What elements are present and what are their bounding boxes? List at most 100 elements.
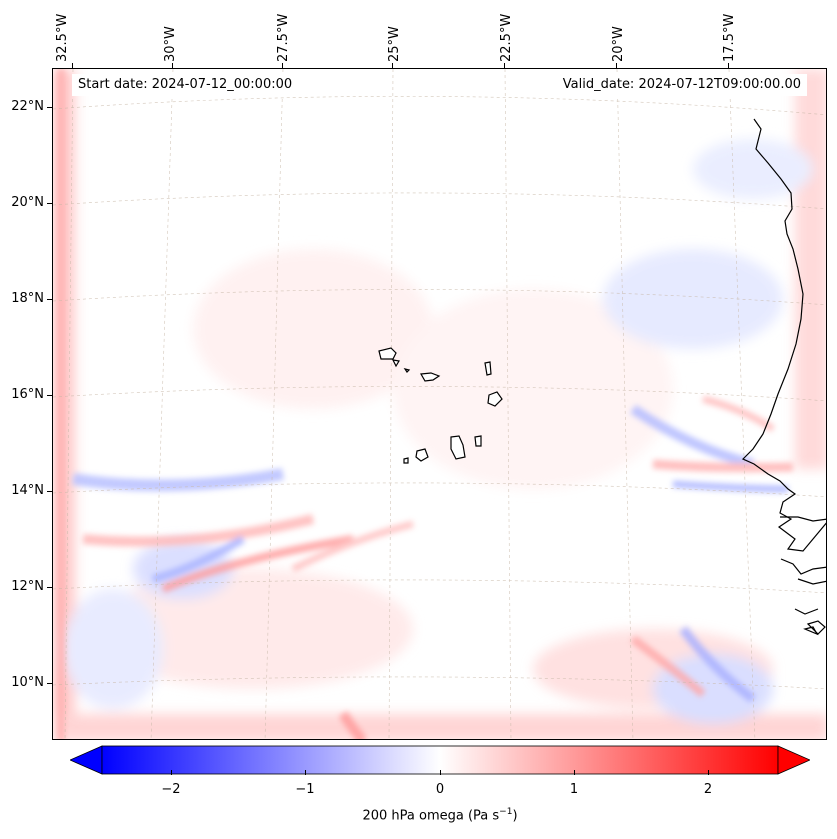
omega-blue-streak bbox=[152, 535, 246, 583]
lon-label: 20°W bbox=[611, 26, 626, 62]
lon-label: 30°W bbox=[163, 26, 178, 62]
graticule bbox=[53, 69, 826, 739]
gridline-16n bbox=[53, 386, 826, 402]
colorbar-tick bbox=[171, 770, 172, 775]
island-maio bbox=[474, 435, 482, 447]
omega-right-edge-band bbox=[795, 69, 826, 469]
colorbar-tick-label: −2 bbox=[161, 782, 181, 797]
gridline-12n bbox=[53, 579, 826, 594]
lon-tick bbox=[392, 63, 393, 68]
colorbar-label: 200 hPa omega (Pa s−1) bbox=[0, 807, 837, 823]
gridline-25w bbox=[388, 69, 394, 739]
colorbar-tick-label: 0 bbox=[435, 782, 445, 797]
omega-blue-streak bbox=[630, 404, 755, 469]
bijagos-outline bbox=[794, 608, 819, 615]
lat-label: 16°N bbox=[11, 387, 44, 402]
lon-tick bbox=[172, 63, 173, 68]
colorbar-tick bbox=[574, 770, 575, 775]
lat-label: 14°N bbox=[11, 483, 44, 498]
omega-blue-streak bbox=[679, 626, 756, 703]
omega-pink-patch bbox=[93, 569, 413, 689]
lat-tick bbox=[47, 395, 52, 396]
gridline-18n bbox=[53, 289, 826, 306]
gridline-17-5w bbox=[728, 69, 756, 739]
lon-label: 22.5°W bbox=[499, 13, 514, 62]
omega-red-streak bbox=[702, 395, 775, 432]
valid-date-label: Valid_date: 2024-07-12T09:00:00.00 bbox=[556, 74, 807, 96]
colorbar-label-exponent: −1 bbox=[499, 807, 513, 817]
omega-red-streak bbox=[652, 459, 794, 473]
lat-tick bbox=[47, 107, 52, 108]
island-sao-vicente bbox=[391, 359, 400, 368]
omega-blue-streak bbox=[672, 480, 789, 493]
map-canvas bbox=[53, 69, 826, 739]
island-santa-luzia bbox=[403, 368, 411, 373]
omega-blue-streak bbox=[72, 468, 285, 492]
cape-verde-islands bbox=[378, 347, 503, 464]
colorbar-tick bbox=[305, 770, 306, 775]
omega-blue-patch bbox=[603, 249, 783, 349]
lat-tick bbox=[47, 299, 52, 300]
island-santiago bbox=[450, 435, 466, 460]
island-boa-vista bbox=[487, 391, 503, 407]
lon-label: 25°W bbox=[387, 26, 402, 62]
lon-tick bbox=[72, 63, 73, 68]
gridline-10n bbox=[53, 676, 826, 690]
gridline-14n bbox=[53, 482, 826, 498]
lat-label: 22°N bbox=[11, 99, 44, 114]
guinea-bissau-coast bbox=[797, 578, 826, 585]
island-sal bbox=[484, 361, 492, 376]
lon-label: 27.5°W bbox=[276, 13, 291, 62]
lon-tick bbox=[504, 63, 505, 68]
island-fogo bbox=[415, 448, 429, 462]
colorbar-max-extend bbox=[777, 745, 811, 775]
omega-blue-patch bbox=[653, 654, 773, 724]
omega-red-streak bbox=[291, 520, 414, 573]
colorbar-tick-label: 2 bbox=[703, 782, 713, 797]
omega-field bbox=[53, 69, 826, 739]
lat-label: 20°N bbox=[11, 195, 44, 210]
lat-tick bbox=[47, 683, 52, 684]
lon-label: 32.5°W bbox=[55, 13, 70, 62]
guinea-bissau-coast bbox=[780, 558, 826, 575]
colorbar-tick bbox=[708, 770, 709, 775]
map-panel bbox=[52, 68, 827, 740]
lon-tick bbox=[728, 63, 729, 68]
lon-tick bbox=[282, 63, 283, 68]
lat-tick bbox=[47, 203, 52, 204]
island-brava bbox=[403, 457, 409, 464]
lat-tick bbox=[47, 491, 52, 492]
gridline-30w bbox=[150, 69, 174, 739]
colorbar-min-extend bbox=[69, 745, 103, 775]
start-date-label: Start date: 2024-07-12_00:00:00 bbox=[72, 74, 299, 96]
gridline-32-5w bbox=[64, 69, 74, 739]
omega-blue-patch bbox=[693, 139, 813, 199]
colorbar-tick bbox=[440, 770, 441, 775]
lat-label: 12°N bbox=[11, 579, 44, 594]
omega-red-streak bbox=[630, 635, 706, 698]
gridline-27-5w bbox=[264, 69, 284, 739]
colorbar-label-close: ) bbox=[512, 808, 518, 824]
gridline-20n bbox=[53, 192, 826, 210]
gridline-20w bbox=[616, 69, 634, 739]
omega-blue-patch bbox=[63, 589, 163, 709]
lat-label: 18°N bbox=[11, 291, 44, 306]
gambia-river-outline bbox=[780, 516, 826, 522]
omega-pink-patch bbox=[193, 249, 433, 409]
gridline-22-5w bbox=[504, 69, 512, 739]
omega-pink-patch bbox=[393, 289, 673, 489]
lat-label: 10°N bbox=[11, 675, 44, 690]
gridline-22n bbox=[53, 96, 826, 116]
colorbar-tick-label: −1 bbox=[295, 782, 315, 797]
bijagos-outline bbox=[803, 626, 819, 636]
lat-tick bbox=[47, 587, 52, 588]
lon-label: 17.5°W bbox=[722, 13, 737, 62]
omega-red-streak bbox=[338, 711, 367, 739]
island-santo-antao bbox=[378, 347, 397, 360]
lon-tick bbox=[616, 63, 617, 68]
omega-red-streak bbox=[82, 514, 315, 547]
colorbar-label-text: 200 hPa omega (Pa s bbox=[362, 808, 500, 824]
coastlines bbox=[741, 118, 826, 636]
island-sao-nicolau bbox=[420, 372, 441, 382]
colorbar-tick-label: 1 bbox=[569, 782, 579, 797]
